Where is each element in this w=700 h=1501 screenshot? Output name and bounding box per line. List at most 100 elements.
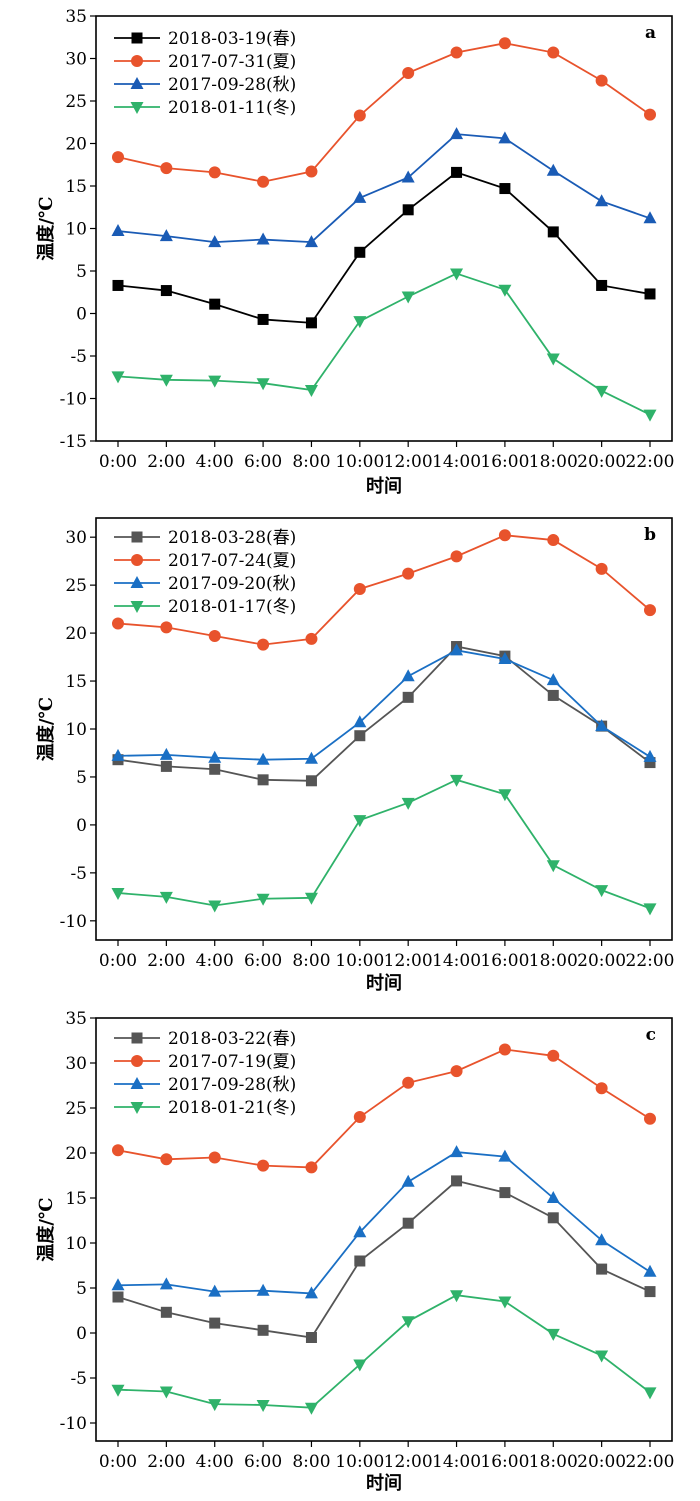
- data-point: [643, 409, 657, 422]
- data-point: [546, 163, 560, 176]
- y-tick-label: 35: [65, 1009, 87, 1029]
- data-point: [595, 385, 609, 398]
- legend-marker: [131, 1055, 143, 1067]
- series-2: [111, 127, 657, 248]
- data-point: [595, 74, 608, 87]
- data-point: [402, 567, 415, 580]
- data-point: [159, 374, 173, 387]
- data-point: [401, 291, 415, 304]
- data-point: [644, 108, 656, 121]
- data-point: [159, 229, 173, 242]
- y-tick-label: 20: [65, 135, 87, 155]
- data-point: [353, 190, 367, 203]
- y-tick-label: 0: [76, 305, 87, 325]
- data-point: [257, 1324, 269, 1336]
- x-tick-label: 14:00: [432, 1452, 481, 1472]
- data-point: [498, 651, 512, 664]
- x-tick-label: 10:00: [335, 951, 384, 971]
- data-point: [256, 378, 270, 391]
- data-point: [401, 1316, 415, 1329]
- x-tick-label: 18:00: [529, 1452, 578, 1472]
- data-point: [305, 1161, 318, 1174]
- data-point: [353, 815, 367, 828]
- data-point: [112, 279, 124, 291]
- panel-label: b: [644, 525, 656, 545]
- series-3: [111, 774, 657, 916]
- data-point: [112, 1291, 124, 1303]
- data-point: [304, 1286, 318, 1299]
- x-tick-label: 8:00: [292, 951, 330, 971]
- y-tick-label: -10: [60, 912, 87, 932]
- series-0: [112, 641, 656, 787]
- series-line: [117, 778, 651, 910]
- x-tick-label: 0:00: [99, 951, 137, 971]
- data-point: [595, 719, 609, 732]
- data-point: [256, 1283, 270, 1296]
- data-point: [546, 673, 560, 686]
- series-0: [112, 166, 656, 329]
- data-point: [111, 1278, 125, 1291]
- data-point: [111, 371, 125, 384]
- x-tick-label: 20:00: [577, 951, 626, 971]
- data-point: [547, 46, 560, 59]
- y-tick-label: -5: [70, 864, 87, 884]
- data-point: [353, 1359, 367, 1372]
- data-point: [354, 730, 366, 742]
- data-point: [208, 750, 222, 763]
- data-point: [596, 279, 608, 291]
- data-point: [595, 885, 609, 898]
- legend-marker: [130, 576, 144, 588]
- y-tick-label: 0: [76, 816, 87, 836]
- series-line: [117, 1179, 651, 1339]
- data-point: [546, 1191, 560, 1203]
- data-point: [209, 298, 221, 310]
- data-point: [160, 1306, 172, 1318]
- data-point: [546, 353, 560, 366]
- data-point: [256, 893, 270, 906]
- data-point: [208, 629, 221, 642]
- data-point: [643, 211, 657, 224]
- data-point: [643, 1264, 657, 1277]
- y-axis-title: 温度/℃: [35, 1197, 57, 1261]
- data-point: [111, 748, 125, 761]
- x-tick-label: 2:00: [147, 1452, 185, 1472]
- x-tick-label: 2:00: [147, 951, 185, 971]
- x-tick-label: 4:00: [196, 452, 234, 472]
- series-0: [112, 1175, 656, 1343]
- data-point: [305, 632, 318, 645]
- data-point: [208, 1284, 222, 1297]
- data-point: [546, 1328, 560, 1341]
- data-point: [546, 860, 560, 873]
- data-point: [160, 285, 172, 297]
- data-point: [257, 638, 270, 651]
- data-point: [498, 789, 512, 802]
- y-tick-label: 25: [65, 576, 87, 596]
- y-tick-label: -5: [70, 347, 87, 367]
- data-point: [450, 127, 464, 140]
- data-point: [112, 151, 124, 164]
- data-point: [450, 643, 464, 656]
- chart-panel-a: -15 -10 -5 0 5 10 15 20 25 30 35 0:00 2:00 4:00 6:00 8:…: [35, 7, 675, 497]
- series-2: [111, 643, 657, 765]
- legend-marker: [131, 554, 143, 566]
- y-tick-label: 30: [65, 1054, 87, 1074]
- x-tick-label: 8:00: [292, 1452, 330, 1472]
- data-point: [112, 617, 124, 630]
- legend-label: 2017-07-24(夏): [168, 551, 296, 571]
- legend-label: 2018-03-28(春): [168, 528, 296, 548]
- data-point: [305, 165, 318, 178]
- data-point: [208, 1399, 222, 1412]
- data-point: [402, 204, 414, 216]
- data-point: [257, 1159, 270, 1172]
- data-point: [159, 1277, 173, 1290]
- series-line: [117, 42, 651, 183]
- data-point: [402, 1076, 415, 1089]
- series-line: [117, 1151, 651, 1295]
- data-point: [111, 1384, 125, 1397]
- data-point: [305, 1332, 317, 1343]
- x-tick-label: 22:00: [626, 452, 675, 472]
- data-point: [498, 529, 511, 542]
- series-line: [117, 645, 651, 782]
- y-tick-label: 25: [65, 92, 87, 112]
